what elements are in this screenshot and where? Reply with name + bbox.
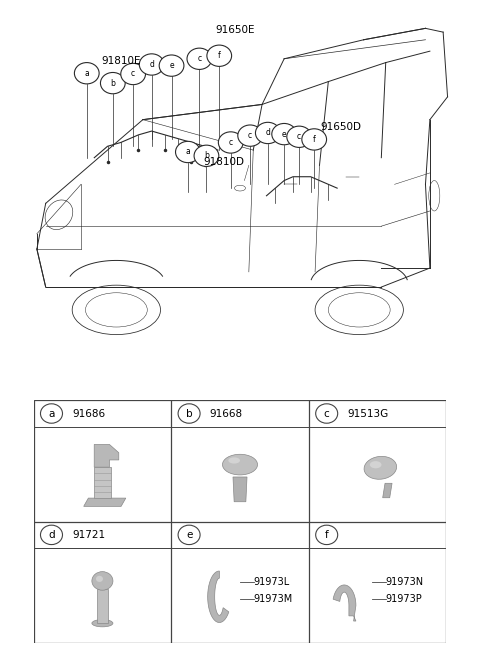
Polygon shape [94, 467, 110, 498]
Circle shape [238, 125, 263, 146]
Text: e: e [282, 130, 287, 138]
Text: c: c [228, 138, 233, 147]
Circle shape [74, 62, 99, 84]
Text: a: a [84, 69, 89, 77]
Text: 91686: 91686 [72, 409, 105, 419]
Text: f: f [325, 530, 329, 540]
Text: 91810E: 91810E [101, 56, 140, 66]
Circle shape [100, 72, 125, 94]
Text: f: f [218, 51, 221, 60]
Text: 91810D: 91810D [204, 157, 245, 167]
Ellipse shape [228, 457, 240, 464]
Circle shape [207, 45, 232, 66]
Polygon shape [94, 445, 119, 467]
Circle shape [316, 404, 338, 423]
Circle shape [96, 576, 103, 582]
Polygon shape [84, 498, 126, 506]
Circle shape [178, 404, 200, 423]
Text: b: b [186, 409, 192, 419]
Text: 91513G: 91513G [348, 409, 389, 419]
Circle shape [187, 48, 212, 70]
Text: 91973P: 91973P [386, 594, 422, 604]
Text: 91973M: 91973M [254, 594, 293, 604]
Circle shape [218, 132, 243, 153]
Text: c: c [324, 409, 330, 419]
Text: c: c [297, 133, 301, 141]
Circle shape [121, 64, 145, 85]
Circle shape [255, 122, 280, 144]
Polygon shape [96, 589, 108, 623]
Text: d: d [48, 530, 55, 540]
Ellipse shape [370, 461, 382, 468]
Circle shape [194, 145, 219, 167]
Text: b: b [204, 152, 209, 160]
Ellipse shape [364, 457, 396, 480]
Text: 91973L: 91973L [254, 577, 290, 587]
Text: d: d [149, 60, 154, 69]
Circle shape [139, 54, 164, 75]
Circle shape [92, 571, 113, 590]
Circle shape [40, 525, 62, 544]
Text: 91650E: 91650E [216, 25, 255, 35]
Text: 91650D: 91650D [320, 122, 361, 133]
Text: 91973N: 91973N [386, 577, 424, 587]
Ellipse shape [222, 455, 258, 475]
Text: c: c [248, 131, 252, 140]
Circle shape [40, 404, 62, 423]
Text: c: c [197, 54, 202, 63]
Text: d: d [265, 129, 270, 138]
Circle shape [316, 525, 338, 544]
Text: f: f [313, 135, 315, 144]
Circle shape [272, 123, 297, 145]
Circle shape [159, 55, 184, 76]
Circle shape [176, 141, 200, 163]
Polygon shape [208, 571, 229, 623]
Text: e: e [169, 61, 174, 70]
Polygon shape [333, 585, 356, 621]
Circle shape [178, 525, 200, 544]
Text: b: b [110, 79, 115, 88]
Text: 91721: 91721 [72, 530, 105, 540]
Text: a: a [185, 148, 190, 157]
Polygon shape [383, 483, 392, 498]
Text: e: e [186, 530, 192, 540]
Circle shape [287, 126, 312, 148]
Text: 91668: 91668 [210, 409, 243, 419]
Text: a: a [48, 409, 55, 419]
Circle shape [302, 129, 326, 150]
Ellipse shape [92, 620, 113, 627]
Text: c: c [131, 70, 135, 79]
Polygon shape [233, 477, 247, 502]
